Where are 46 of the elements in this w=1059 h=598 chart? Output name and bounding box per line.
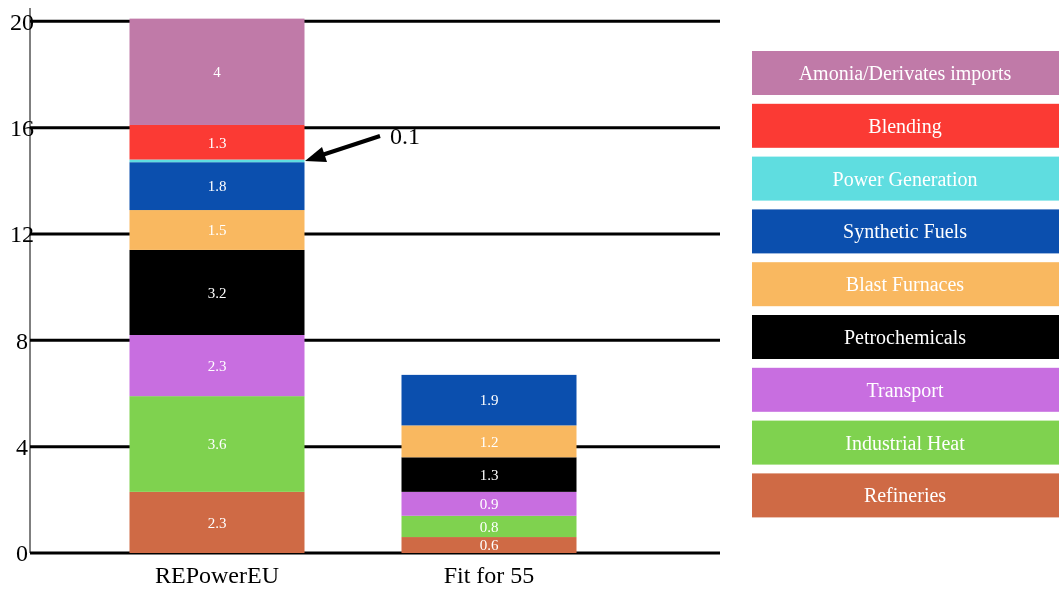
data-label: 1.8 <box>207 178 227 195</box>
data-label: 1.3 <box>207 134 227 151</box>
bar <box>401 491 577 516</box>
data-label: 0.9 <box>479 496 499 513</box>
data-label: 2.3 <box>207 357 227 374</box>
data-label: 4 <box>213 64 222 81</box>
text: Synthetic Fuels <box>843 220 968 244</box>
text: Amonia/Derivates imports <box>798 62 1012 85</box>
bar <box>129 335 305 397</box>
bar <box>401 515 577 538</box>
text: Petrochemicals <box>843 326 967 348</box>
y-tick-label: 4 <box>16 434 28 461</box>
bar <box>129 162 305 211</box>
text: Industrial Heat <box>845 431 966 454</box>
text: Transport <box>866 378 944 402</box>
text: Refineries <box>863 484 947 507</box>
y-tick-label: 20 <box>10 8 34 35</box>
bar <box>401 425 577 458</box>
data-label: 1.2 <box>479 433 499 450</box>
data-label: 2.3 <box>207 514 227 531</box>
y-tick-label: 16 <box>10 115 34 142</box>
bar <box>129 491 305 553</box>
bar <box>129 18 305 125</box>
data-label: 3.2 <box>207 284 227 301</box>
x-tick-label: Fit for 55 <box>443 562 535 588</box>
data-label: 0.6 <box>479 537 499 554</box>
y-tick-label: 8 <box>16 327 28 354</box>
data-label: 1.3 <box>479 466 499 483</box>
y-tick-label: 0 <box>16 540 28 567</box>
x-tick-label: REPowerEU <box>155 562 279 588</box>
y-tick-label: 12 <box>10 221 34 248</box>
bar <box>129 210 305 250</box>
text: Blast Furnaces <box>845 273 965 296</box>
text: Blending <box>868 114 942 138</box>
bar <box>401 374 577 426</box>
data-label: 3.6 <box>207 436 227 453</box>
bar <box>129 124 305 160</box>
data-label: 1.9 <box>479 392 499 409</box>
bar <box>129 396 305 492</box>
bar <box>401 457 577 492</box>
annotation: 0.1 <box>390 123 420 150</box>
bar <box>129 249 305 335</box>
bar <box>401 537 577 553</box>
data-label: 0.8 <box>479 518 499 535</box>
data-label: 1.5 <box>207 222 227 239</box>
text: Power Generation <box>832 167 978 190</box>
